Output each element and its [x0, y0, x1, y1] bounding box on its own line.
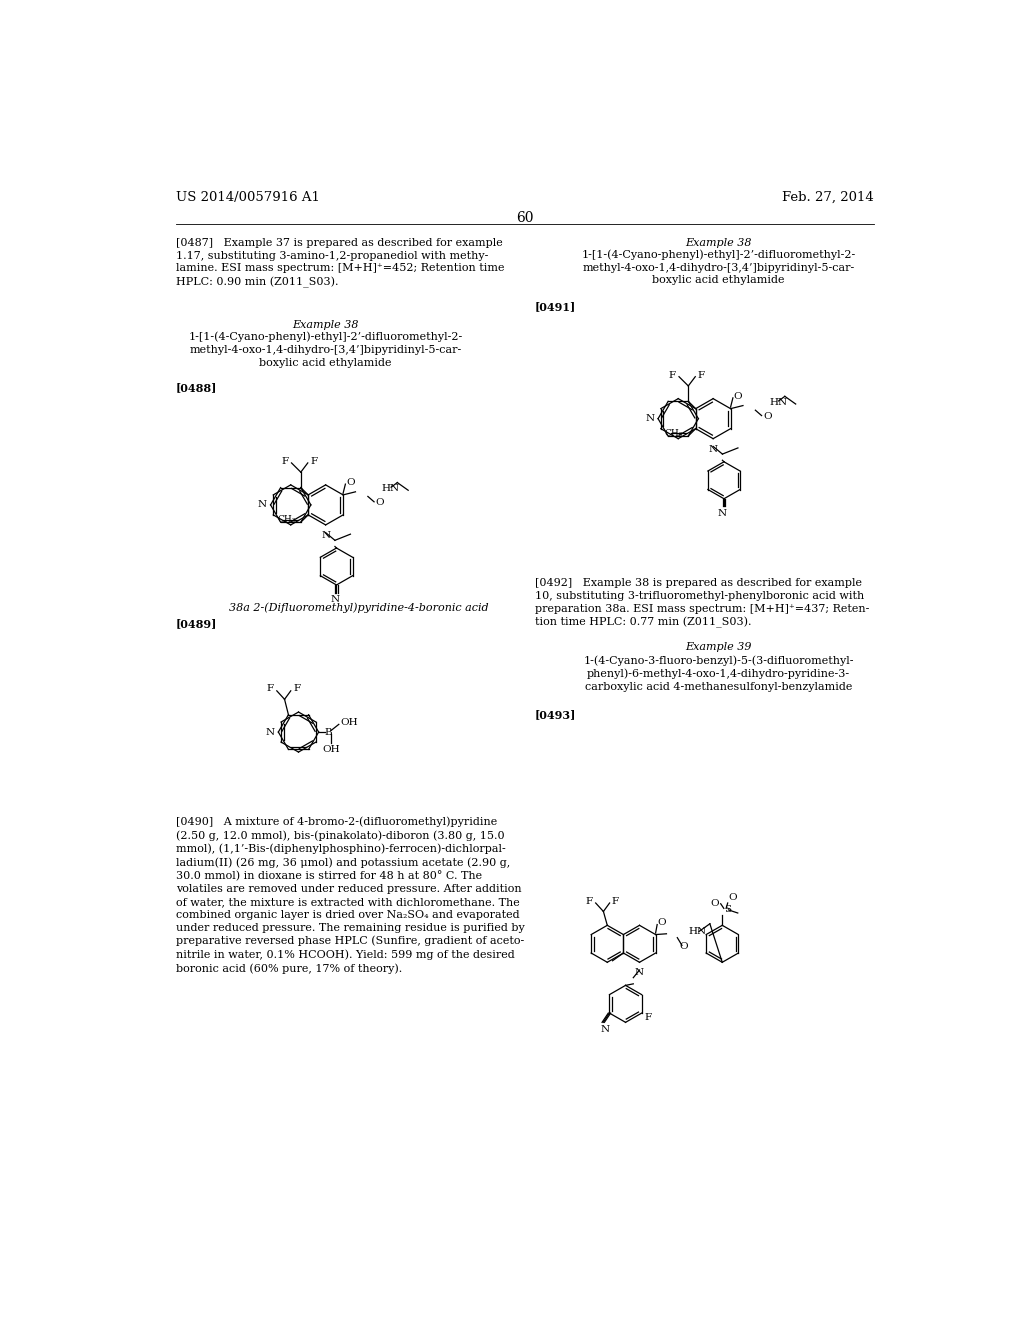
- Text: HN: HN: [688, 927, 707, 936]
- Text: O: O: [376, 498, 384, 507]
- Text: N: N: [331, 595, 340, 605]
- Text: 60: 60: [516, 211, 534, 224]
- Text: F: F: [310, 457, 317, 466]
- Text: F: F: [586, 898, 593, 906]
- Text: [0492]   Example 38 is prepared as described for example
10, substituting 3-trif: [0492] Example 38 is prepared as describ…: [535, 578, 869, 628]
- Text: F: F: [612, 898, 620, 906]
- Text: O: O: [711, 899, 719, 908]
- Text: 38a 2-(Difluoromethyl)pyridine-4-boronic acid: 38a 2-(Difluoromethyl)pyridine-4-boronic…: [228, 603, 488, 614]
- Text: N: N: [718, 508, 727, 517]
- Text: OH: OH: [340, 718, 358, 727]
- Text: F: F: [266, 684, 273, 693]
- Text: [0489]: [0489]: [176, 618, 217, 630]
- Text: OH: OH: [323, 744, 340, 754]
- Text: [0491]: [0491]: [535, 301, 577, 312]
- Text: US 2014/0057916 A1: US 2014/0057916 A1: [176, 191, 319, 203]
- Text: O: O: [763, 412, 772, 421]
- Text: 1-[1-(4-Cyano-phenyl)-ethyl]-2’-difluoromethyl-2-
methyl-4-oxo-1,4-dihydro-[3,4’: 1-[1-(4-Cyano-phenyl)-ethyl]-2’-difluoro…: [582, 249, 856, 285]
- Text: F: F: [294, 684, 301, 693]
- Text: CH₃: CH₃: [665, 429, 683, 438]
- Text: Example 38: Example 38: [685, 238, 752, 248]
- Text: N: N: [635, 969, 644, 977]
- Text: F: F: [645, 1014, 652, 1022]
- Text: [0487]   Example 37 is prepared as described for example
1.17, substituting 3-am: [0487] Example 37 is prepared as describ…: [176, 238, 505, 288]
- Text: F: F: [669, 371, 676, 380]
- Text: HN: HN: [382, 484, 400, 494]
- Text: F: F: [282, 457, 289, 466]
- Text: 1-[1-(4-Cyano-phenyl)-ethyl]-2’-difluoromethyl-2-
methyl-4-oxo-1,4-dihydro-[3,4’: 1-[1-(4-Cyano-phenyl)-ethyl]-2’-difluoro…: [188, 331, 463, 368]
- Text: Example 38: Example 38: [293, 321, 358, 330]
- Text: Example 39: Example 39: [685, 642, 752, 652]
- Text: N: N: [322, 531, 330, 540]
- Text: O: O: [657, 917, 666, 927]
- Text: HN: HN: [769, 399, 787, 407]
- Text: N: N: [265, 727, 274, 737]
- Text: CH₃: CH₃: [278, 515, 296, 524]
- Text: [0490]   A mixture of 4-bromo-2-(difluoromethyl)pyridine
(2.50 g, 12.0 mmol), bi: [0490] A mixture of 4-bromo-2-(difluorom…: [176, 817, 524, 974]
- Text: O: O: [728, 894, 737, 903]
- Text: [0488]: [0488]: [176, 381, 217, 393]
- Text: O: O: [346, 478, 354, 487]
- Text: N: N: [709, 445, 718, 454]
- Text: N: N: [645, 414, 654, 424]
- Text: O: O: [733, 392, 742, 401]
- Text: 1-(4-Cyano-3-fluoro-benzyl)-5-(3-difluoromethyl-
phenyl)-6-methyl-4-oxo-1,4-dihy: 1-(4-Cyano-3-fluoro-benzyl)-5-(3-difluor…: [584, 655, 854, 692]
- Text: N: N: [600, 1024, 609, 1034]
- Text: B: B: [325, 727, 333, 737]
- Text: Feb. 27, 2014: Feb. 27, 2014: [781, 191, 873, 203]
- Text: F: F: [697, 371, 705, 380]
- Text: N: N: [258, 500, 266, 510]
- Text: S: S: [725, 906, 732, 915]
- Text: O: O: [679, 942, 688, 952]
- Text: [0493]: [0493]: [535, 709, 577, 719]
